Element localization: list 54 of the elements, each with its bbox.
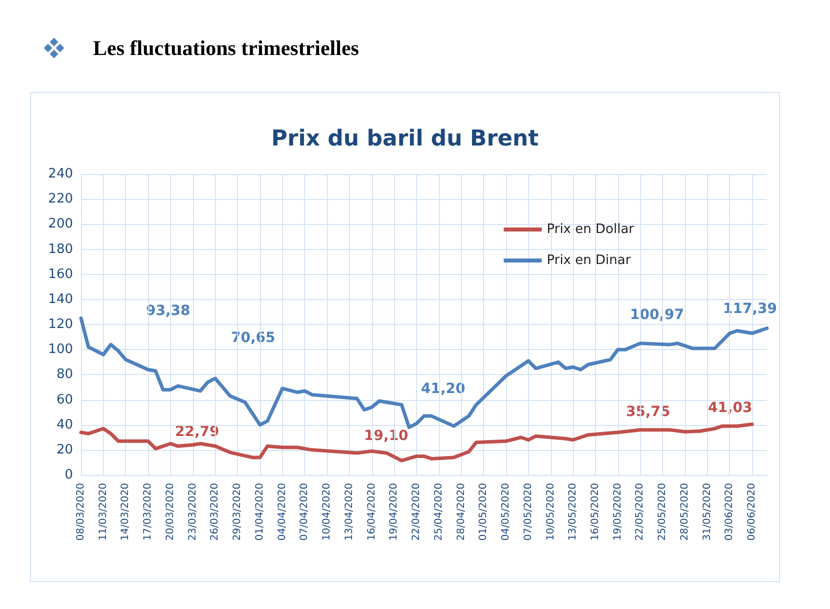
x-tick-label: 25/05/2020	[657, 483, 668, 541]
y-tick-label: 220	[48, 192, 73, 207]
x-tick-label: 19/04/2020	[388, 483, 400, 541]
annotation: 100,97	[630, 307, 684, 323]
x-tick-label: 16/04/2020	[366, 483, 378, 541]
x-tick-label: 31/05/2020	[702, 483, 713, 541]
y-tick-label: 240	[48, 166, 73, 182]
x-tick-label: 22/05/2020	[634, 483, 646, 541]
x-tick-label: 01/05/2020	[478, 483, 490, 541]
x-tick-label: 13/04/2020	[344, 483, 355, 541]
y-tick-label: 0	[64, 468, 73, 482]
annotation: 93,38	[146, 303, 190, 319]
y-tick-label: 180	[48, 242, 73, 257]
chart-title: Les fluctuations trimestrielles	[93, 36, 359, 61]
annotation: 117,39	[722, 301, 778, 317]
legend-label: Prix en Dinar	[546, 253, 632, 268]
x-tick-label: 04/05/2020	[500, 483, 512, 541]
y-tick-label: 100	[48, 342, 73, 358]
x-tick-label: 14/03/2020	[120, 483, 132, 541]
y-tick-label: 80	[56, 367, 73, 382]
line-series	[79, 422, 754, 462]
annotation: 41,03	[708, 400, 752, 416]
x-tick-label: 29/03/2020	[232, 483, 244, 541]
y-tick-label: 140	[48, 292, 73, 307]
chart-subtitle: Prix du baril du Brent	[271, 126, 540, 152]
x-tick-label: 26/03/2020	[210, 483, 221, 541]
y-tick-label: 160	[48, 266, 73, 282]
x-tick-label: 01/04/2020	[254, 483, 266, 541]
annotation: 41,20	[420, 381, 466, 397]
x-tick-label: 20/03/2020	[164, 483, 176, 541]
x-tick-label: 16/05/2020	[590, 483, 601, 541]
x-tick-label: 03/06/2020	[724, 483, 736, 541]
x-tick-label: 07/05/2020	[522, 483, 534, 541]
x-tick-label: 17/03/2020	[142, 483, 154, 541]
y-tick-label: 60	[56, 392, 73, 408]
x-tick-label: 08/03/2020	[76, 483, 86, 541]
x-tick-label: 11/03/2020	[98, 483, 109, 541]
x-tick-label: 06/06/2020	[746, 483, 758, 541]
x-tick-label: 22/04/2020	[411, 483, 422, 541]
x-tick-label: 13/05/2020	[568, 483, 579, 541]
x-tick-label: 04/04/2020	[276, 483, 288, 541]
x-tick-label: 25/04/2020	[433, 483, 444, 541]
x-tick-label: 10/05/2020	[545, 483, 556, 541]
x-tick-label: 10/04/2020	[322, 483, 333, 541]
x-tick-label: 28/04/2020	[456, 483, 467, 541]
legend-label: Prix en Dollar	[546, 222, 635, 237]
x-tick-label: 19/05/2020	[612, 483, 624, 541]
x-tick-label: 28/05/2020	[679, 483, 690, 541]
x-tick-label: 23/03/2020	[187, 483, 198, 541]
y-tick-label: 20	[56, 442, 73, 458]
y-tick-label: 120	[48, 317, 73, 332]
y-tick-label: 200	[48, 216, 73, 232]
x-tick-label: 07/04/2020	[299, 483, 310, 541]
y-tick-label: 40	[56, 417, 73, 432]
